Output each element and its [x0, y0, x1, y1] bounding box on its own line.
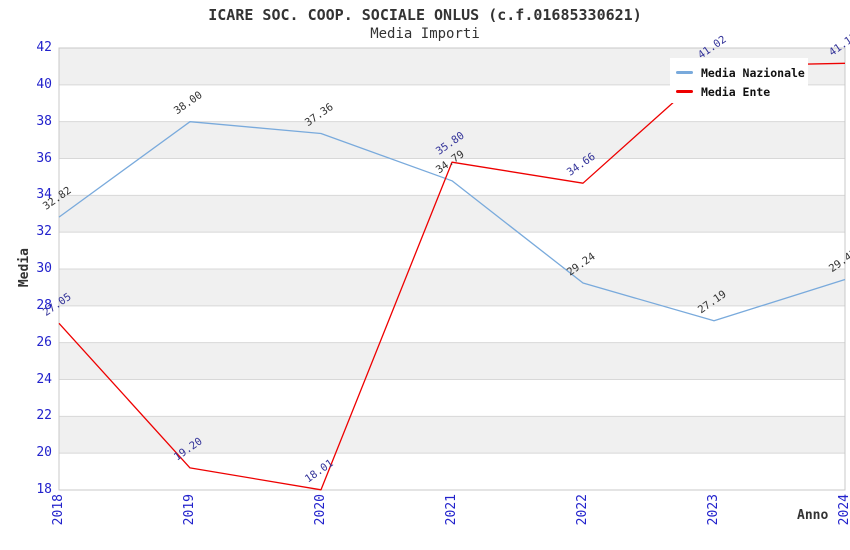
legend-swatch-ente-icon	[676, 90, 693, 93]
y-tick-label: 32	[36, 224, 52, 240]
plot-band	[59, 195, 845, 233]
chart-title: ICARE SOC. COOP. SOCIALE ONLUS (c.f.0168…	[208, 6, 642, 24]
plot-band	[59, 416, 845, 454]
y-tick-label: 24	[36, 371, 52, 387]
plot-band	[59, 158, 845, 196]
x-tick-label: 2018	[51, 494, 66, 526]
plot-band	[59, 121, 845, 159]
plot-band	[59, 305, 845, 343]
plot-band	[59, 453, 845, 490]
x-tick-label: 2020	[313, 494, 328, 526]
legend-swatch-nazionale-icon	[676, 71, 693, 74]
series-line-nazionale	[58, 121, 846, 322]
y-tick-label: 18	[36, 482, 52, 497]
legend-label: Media Ente	[701, 84, 771, 99]
x-tick-label: 2023	[706, 494, 721, 526]
x-tick-label: 2024	[837, 494, 850, 526]
x-tick-label: 2022	[575, 494, 590, 526]
plot-band	[59, 342, 845, 380]
y-tick-label: 20	[36, 445, 52, 461]
chart-subtitle: Media Importi	[370, 26, 480, 42]
x-tick-label: 2021	[444, 494, 459, 526]
y-tick-label: 38	[36, 113, 52, 129]
y-tick-label: 36	[36, 150, 52, 166]
y-tick-label: 22	[36, 408, 52, 424]
plot-band	[59, 232, 845, 269]
legend: Media Nazionale Media Ente	[670, 58, 808, 103]
plot-band	[59, 269, 845, 306]
y-tick-label: 34	[36, 187, 52, 203]
plot-border	[58, 47, 846, 491]
y-tick-label: 26	[36, 334, 52, 350]
y-tick-label: 42	[36, 40, 52, 55]
legend-item-media-nazionale: Media Nazionale	[670, 63, 808, 82]
y-tick-label: 30	[36, 261, 52, 276]
y-tick-label: 40	[36, 76, 52, 92]
legend-item-media-ente: Media Ente	[670, 82, 808, 101]
x-axis-title: Anno	[797, 508, 829, 523]
legend-label: Media Nazionale	[701, 65, 805, 80]
x-tick-label: 2019	[182, 494, 197, 526]
plot-band	[59, 379, 845, 417]
y-axis-title: Media	[17, 248, 32, 288]
y-tick-label: 28	[36, 297, 52, 313]
